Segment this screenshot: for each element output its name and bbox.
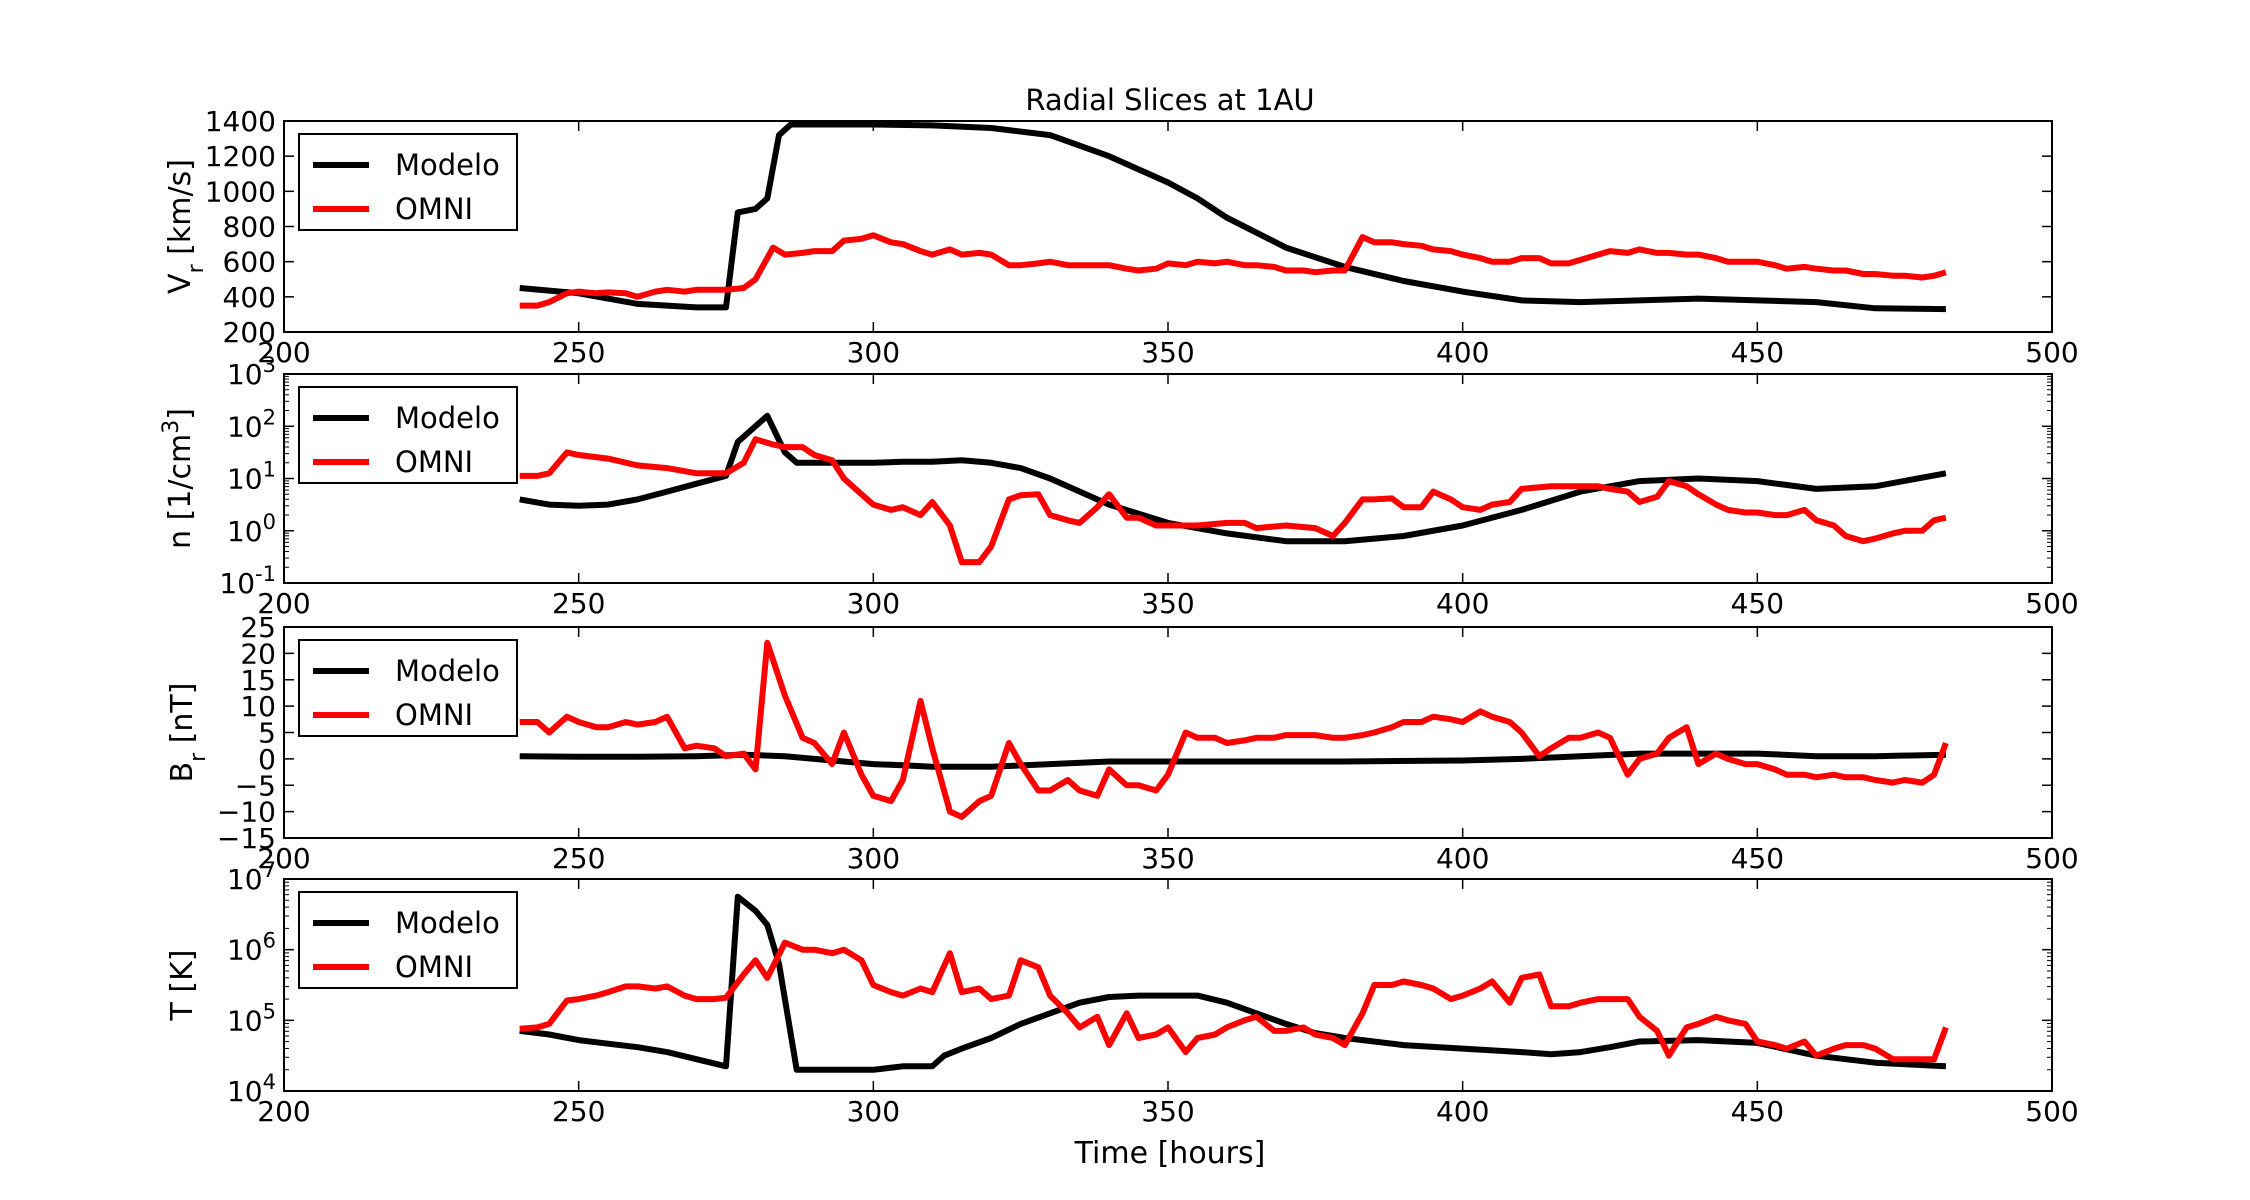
y-tick-label: 5 [258,717,276,750]
x-tick-label: 500 [2025,336,2078,369]
x-tick-label: 400 [1436,842,1489,875]
legend-label-modelo: Modelo [395,906,500,940]
y-tick-label: 1200 [205,140,276,173]
x-tick-label: 400 [1436,1095,1489,1128]
x-tick-label: 450 [1731,336,1784,369]
legend-label-modelo: Modelo [395,401,500,435]
x-tick-label: 250 [552,336,605,369]
x-tick-label: 250 [552,587,605,620]
series-line-omni [519,639,1949,820]
x-tick-label: 400 [1436,587,1489,620]
x-axis-label: Time [hours] [1074,1136,1266,1171]
y-tick-label: 200 [223,316,276,349]
x-tick-label: 300 [847,587,900,620]
y-tick-label: 400 [223,281,276,314]
legend-box [298,133,518,231]
x-tick-label: 200 [257,336,310,369]
x-tick-label: 250 [552,1095,605,1128]
panel-3: 200 250 300 350 400 450 500−15−10−50510152025B… [165,611,2079,875]
x-tick-label: 450 [1731,842,1784,875]
x-tick-label: 400 [1436,336,1489,369]
legend-label-modelo: Modelo [395,654,500,688]
x-tick-label: 350 [1141,336,1194,369]
y-tick-label: 1000 [205,175,276,208]
x-tick-label: 300 [847,336,900,369]
y-tick-label: 1400 [205,105,276,138]
legend-label-modelo: Modelo [395,148,500,182]
legend-box [298,639,518,737]
x-tick-label: 350 [1141,587,1194,620]
panel-1: 200 250 300 350 400 450 5002004006008001000120… [163,105,2079,369]
y-tick-label: 0 [258,743,276,776]
legend-label-omni: OMNI [395,698,473,732]
x-tick-label: 500 [2025,1095,2078,1128]
y-tick-label: −5 [235,769,276,802]
series-line-omni [519,939,1949,1063]
y-tick-label: 20 [240,637,276,670]
panels: 200 250 300 350 400 450 5002004006008001000120… [159,105,2079,1128]
y-tick-label: 10 [240,690,276,723]
x-tick-label: 200 [257,587,310,620]
legend-label-omni: OMNI [395,950,473,984]
series-line-modelo [519,412,1947,545]
legend-box [298,386,518,484]
legend-box [298,891,518,989]
legend-label-omni: OMNI [395,192,473,226]
x-tick-label: 450 [1731,1095,1784,1128]
y-tick-label: −15 [217,822,276,855]
legend: Modelo OMNI [298,386,518,484]
x-tick-label: 300 [847,1095,900,1128]
y-tick-label: 800 [223,211,276,244]
legend: Modelo OMNI [298,133,518,231]
y-tick-label: 15 [240,664,276,697]
x-tick-label: 200 [257,1095,310,1128]
y-tick-label: 600 [223,246,276,279]
series-line-omni [519,436,1947,566]
x-tick-label: 200 [257,842,310,875]
series-line-omni [519,232,1947,309]
legend: Modelo OMNI [298,891,518,989]
series-line-modelo [519,121,1946,313]
x-tick-label: 350 [1141,1095,1194,1128]
y-tick-label: −10 [217,796,276,829]
y-axis-label: T [K] [165,950,200,1022]
x-tick-label: 500 [2025,842,2078,875]
legend-label-omni: OMNI [395,445,473,479]
chart-title: Radial Slices at 1AU [1025,83,1314,117]
x-tick-label: 450 [1731,587,1784,620]
legend: Modelo OMNI [298,639,518,737]
x-tick-label: 350 [1141,842,1194,875]
x-tick-label: 250 [552,842,605,875]
y-tick-label: 25 [240,611,276,644]
x-tick-label: 300 [847,842,900,875]
x-tick-label: 500 [2025,587,2078,620]
